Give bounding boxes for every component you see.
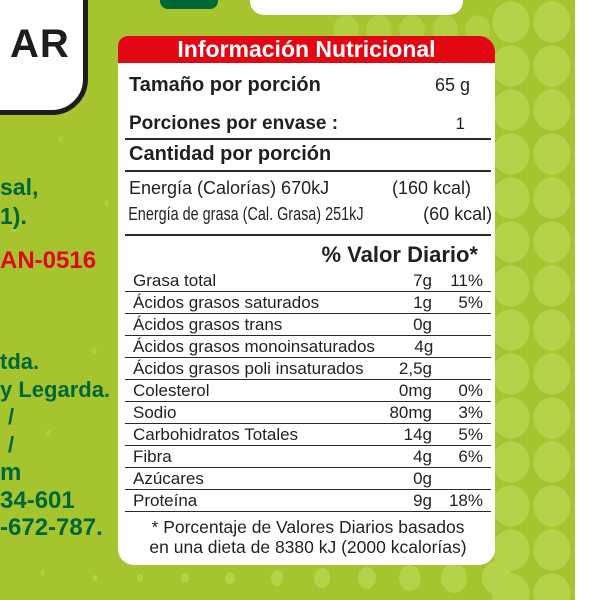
nutrient-name: Sodio xyxy=(133,403,177,422)
nutrient-name: Ácidos grasos poli insaturados xyxy=(133,359,364,378)
nutrient-row: Fibra 4g 6% xyxy=(125,446,491,468)
nutrient-row: Ácidos grasos saturados 1g 5% xyxy=(125,292,491,314)
speck-dot xyxy=(58,136,63,142)
speck-dot xyxy=(92,348,97,354)
page-edge xyxy=(575,0,600,600)
nutrient-row: Colesterol 0mg 0% xyxy=(125,380,491,402)
phone-number-fragment: 34-601 xyxy=(0,487,75,514)
speck-dot xyxy=(40,570,45,576)
energy-fat-row: Energía de grasa (Cal. Grasa) 251kJ (60 … xyxy=(125,204,492,230)
nutrient-name: Azúcares xyxy=(133,469,204,488)
footnote-line-2: en una dieta de 8380 kJ (2000 kcalorías) xyxy=(149,536,467,557)
nutrient-amount: 4g xyxy=(413,447,432,466)
nutrient-name: Ácidos grasos trans xyxy=(133,315,283,334)
speck-dot xyxy=(12,226,17,232)
nutrient-amount: 1g xyxy=(413,293,432,312)
nutrient-amount: 0g xyxy=(413,315,432,334)
serving-size-value: 65 g xyxy=(434,75,470,95)
registration-code-fragment: AN-0516 xyxy=(0,247,97,274)
servings-per-container-row: Porciones por envase : 1 xyxy=(125,113,491,140)
daily-value-footnote: * Porcentaje de Valores Diarios basados … xyxy=(125,512,491,557)
left-text-fragment: / xyxy=(8,404,15,429)
left-text-fragment: 1). xyxy=(0,203,27,229)
left-text-fragment: m xyxy=(0,459,22,486)
speck-dot xyxy=(76,250,81,256)
nutrient-dv: 0% xyxy=(458,381,483,400)
nutrient-dv: 18% xyxy=(448,491,483,510)
speck-dot xyxy=(104,200,109,206)
nutrient-dv: 5% xyxy=(458,293,483,312)
nutrient-amount: 14g xyxy=(403,425,432,444)
serving-size-row: Tamaño por porción 65 g xyxy=(125,63,491,97)
nutrient-row: Azúcares 0g xyxy=(125,468,491,490)
nutrient-row: Proteína 9g 18% xyxy=(125,490,491,512)
left-text-fragment: y Legarda. xyxy=(0,377,111,402)
halftone-dots-right xyxy=(490,0,575,600)
nutrient-row: Ácidos grasos monoinsaturados 4g xyxy=(125,336,491,358)
nutrient-name: Grasa total xyxy=(133,271,217,290)
nutrient-row: Grasa total 7g 11% xyxy=(125,270,491,292)
servings-per-container-label: Porciones por envase : xyxy=(129,113,339,134)
speck-dot xyxy=(20,520,25,526)
nutrient-dv: 11% xyxy=(450,271,483,290)
nutrient-name: Colesterol xyxy=(133,381,210,400)
energy-section: Energía (Calorías) 670kJ (160 kcal) Ener… xyxy=(125,172,492,236)
energy-fat-label: Energía de grasa (Cal. Grasa) 251kJ xyxy=(128,204,364,224)
callout-partial-text: AR xyxy=(10,22,70,66)
nutrient-amount: 0mg xyxy=(398,381,432,400)
daily-value-header: % Valor Diario* xyxy=(321,242,478,267)
serving-size-label: Tamaño por porción xyxy=(129,74,321,96)
energy-value: (160 kcal) xyxy=(391,178,471,198)
nutrition-title: Información Nutricional xyxy=(118,36,495,63)
nutrient-row: Ácidos grasos poli insaturados 2,5g xyxy=(125,358,491,380)
nutrient-amount: 7g xyxy=(413,271,432,290)
nutrient-amount: 4g xyxy=(414,337,434,356)
top-green-tab xyxy=(160,0,218,9)
amount-per-serving-header: Cantidad por porción xyxy=(125,140,491,172)
footnote-line-1: * Porcentaje de Valores Diarios basados xyxy=(151,517,465,537)
nutrition-facts-panel: Información Nutricional Tamaño por porci… xyxy=(118,36,495,565)
nutrient-row: Sodio 80mg 3% xyxy=(125,402,491,424)
nutrient-amount: 80mg xyxy=(389,403,432,422)
nutrient-name: Ácidos grasos saturados xyxy=(133,293,320,312)
energy-label: Energía (Calorías) 670kJ xyxy=(129,178,330,198)
left-text-fragment: tda. xyxy=(0,349,40,374)
nutrient-amount: 9g xyxy=(413,491,432,510)
left-text-fragment: / xyxy=(8,432,15,457)
energy-fat-value: (60 kcal) xyxy=(423,204,493,224)
top-white-tab xyxy=(250,0,463,15)
nutrient-amount: 2,5g xyxy=(398,359,432,378)
nutrient-dv: 5% xyxy=(458,425,483,444)
servings-per-container-value: 1 xyxy=(455,114,465,133)
nutrient-name: Proteína xyxy=(133,491,198,510)
top-left-callout-box: AR xyxy=(0,0,88,115)
nutrient-dv: 6% xyxy=(458,447,483,466)
nutrient-name: Ácidos grasos monoinsaturados xyxy=(133,337,375,356)
nutrient-row: Carbohidratos Totales 14g 5% xyxy=(125,424,491,446)
nutrient-row: Ácidos grasos trans 0g xyxy=(125,314,491,336)
nutrient-dv: 3% xyxy=(458,403,483,422)
nutrient-name: Fibra xyxy=(133,447,172,466)
energy-row: Energía (Calorías) 670kJ (160 kcal) xyxy=(125,178,491,204)
nutrient-amount: 0g xyxy=(413,469,432,488)
left-text-fragment: sal, xyxy=(0,174,39,200)
phone-number-fragment: -672-787. xyxy=(0,514,103,541)
halftone-dots-bottom xyxy=(93,561,512,595)
speck-dot xyxy=(46,430,51,436)
nutrient-name: Carbohidratos Totales xyxy=(133,425,299,444)
